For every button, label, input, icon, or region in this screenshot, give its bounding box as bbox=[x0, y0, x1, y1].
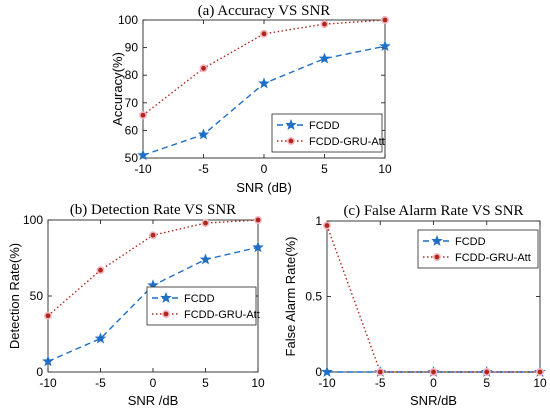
data-point bbox=[149, 231, 158, 240]
data-point bbox=[318, 52, 331, 64]
y-tick-label: 0 bbox=[36, 365, 43, 379]
x-axis-label: SNR /dB bbox=[128, 393, 179, 408]
chart-title: (b) Detection Rate VS SNR bbox=[70, 202, 236, 218]
y-tick-label: 100 bbox=[118, 13, 138, 27]
legend: FCDD FCDD-GRU-Att bbox=[146, 286, 260, 326]
x-tick-label: 0 bbox=[150, 376, 157, 390]
x-tick-label: 10 bbox=[251, 376, 265, 390]
x-tick-label: -10 bbox=[39, 376, 57, 390]
y-tick-label: 60 bbox=[125, 123, 139, 137]
x-tick-label: -10 bbox=[134, 162, 152, 176]
legend-box bbox=[271, 113, 383, 153]
data-point bbox=[376, 367, 385, 376]
legend-marker bbox=[286, 137, 295, 146]
x-tick-label: 0 bbox=[261, 162, 268, 176]
y-tick-label: 50 bbox=[30, 289, 44, 303]
data-point bbox=[258, 77, 270, 89]
legend-entry: FCDD-GRU-Att bbox=[455, 252, 531, 264]
x-tick-label: 5 bbox=[483, 376, 490, 390]
data-point bbox=[535, 367, 544, 376]
legend-box bbox=[146, 286, 257, 326]
data-point bbox=[380, 15, 389, 24]
x-tick-label: 10 bbox=[533, 376, 547, 390]
legend-box bbox=[417, 229, 539, 269]
x-tick-label: -5 bbox=[375, 376, 386, 390]
data-point bbox=[199, 253, 212, 265]
data-point bbox=[96, 266, 105, 275]
legend: FCDD FCDD-GRU-Att bbox=[271, 113, 385, 153]
y-tick-label: 1 bbox=[315, 214, 322, 228]
data-point bbox=[322, 221, 331, 230]
data-point bbox=[252, 241, 264, 253]
data-point bbox=[199, 64, 208, 73]
y-tick-label: 50 bbox=[125, 151, 139, 165]
data-point bbox=[429, 367, 438, 376]
x-tick-label: -5 bbox=[95, 376, 106, 390]
y-axis-label: Detection Rate(%) bbox=[7, 243, 22, 349]
legend-entry: FCDD bbox=[309, 120, 340, 132]
data-point bbox=[320, 20, 329, 29]
y-tick-label: 80 bbox=[125, 68, 139, 82]
legend-entry: FCDD bbox=[184, 293, 215, 305]
x-tick-label: 10 bbox=[378, 162, 392, 176]
legend-marker bbox=[285, 118, 297, 130]
x-tick-label: 5 bbox=[321, 162, 328, 176]
y-tick-label: 90 bbox=[125, 41, 139, 55]
data-point bbox=[321, 365, 333, 377]
x-tick-label: -5 bbox=[198, 162, 209, 176]
data-point bbox=[94, 332, 107, 344]
legend-marker bbox=[162, 309, 171, 318]
legend-marker bbox=[431, 234, 443, 246]
chart-1: -10 -5 0 5 10 50 60 70 80 90 100 (a) Accuracy VS SN… bbox=[110, 3, 392, 195]
x-tick-label: 0 bbox=[430, 376, 437, 390]
data-point bbox=[201, 219, 210, 228]
x-axis-label: SNR (dB) bbox=[236, 180, 292, 195]
chart-title: (a) Accuracy VS SNR bbox=[198, 3, 331, 19]
data-point bbox=[254, 216, 263, 225]
legend-entry: FCDD-GRU-Att bbox=[184, 309, 260, 321]
data-point bbox=[197, 128, 210, 140]
legend-entry: FCDD bbox=[455, 236, 486, 248]
legend-entry: FCDD-GRU-Att bbox=[309, 136, 385, 148]
x-tick-label: -10 bbox=[318, 376, 336, 390]
y-axis-label: False Alarm Rate(%) bbox=[283, 237, 298, 357]
y-tick-label: 0.5 bbox=[305, 290, 322, 304]
y-axis-label: Accuracy(%) bbox=[110, 52, 125, 126]
legend-marker bbox=[432, 253, 441, 262]
y-tick-label: 0 bbox=[315, 365, 322, 379]
chart-3: -10 -5 0 5 10 0 0.5 1 (c) False Alarm Rate VS SN… bbox=[283, 203, 547, 408]
legend-marker bbox=[160, 291, 172, 303]
data-point bbox=[137, 149, 149, 161]
data-point bbox=[43, 311, 52, 320]
y-tick-label: 100 bbox=[23, 213, 43, 227]
data-point bbox=[42, 355, 54, 367]
data-point bbox=[259, 29, 268, 38]
data-point bbox=[379, 40, 391, 52]
y-tick-label: 70 bbox=[125, 96, 139, 110]
data-point bbox=[482, 367, 491, 376]
x-tick-label: 5 bbox=[202, 376, 209, 390]
chart-title: (c) False Alarm Rate VS SNR bbox=[343, 203, 523, 219]
x-axis-label: SNR/dB bbox=[410, 393, 457, 408]
legend: FCDD FCDD-GRU-Att bbox=[417, 229, 539, 269]
data-point bbox=[139, 111, 148, 120]
